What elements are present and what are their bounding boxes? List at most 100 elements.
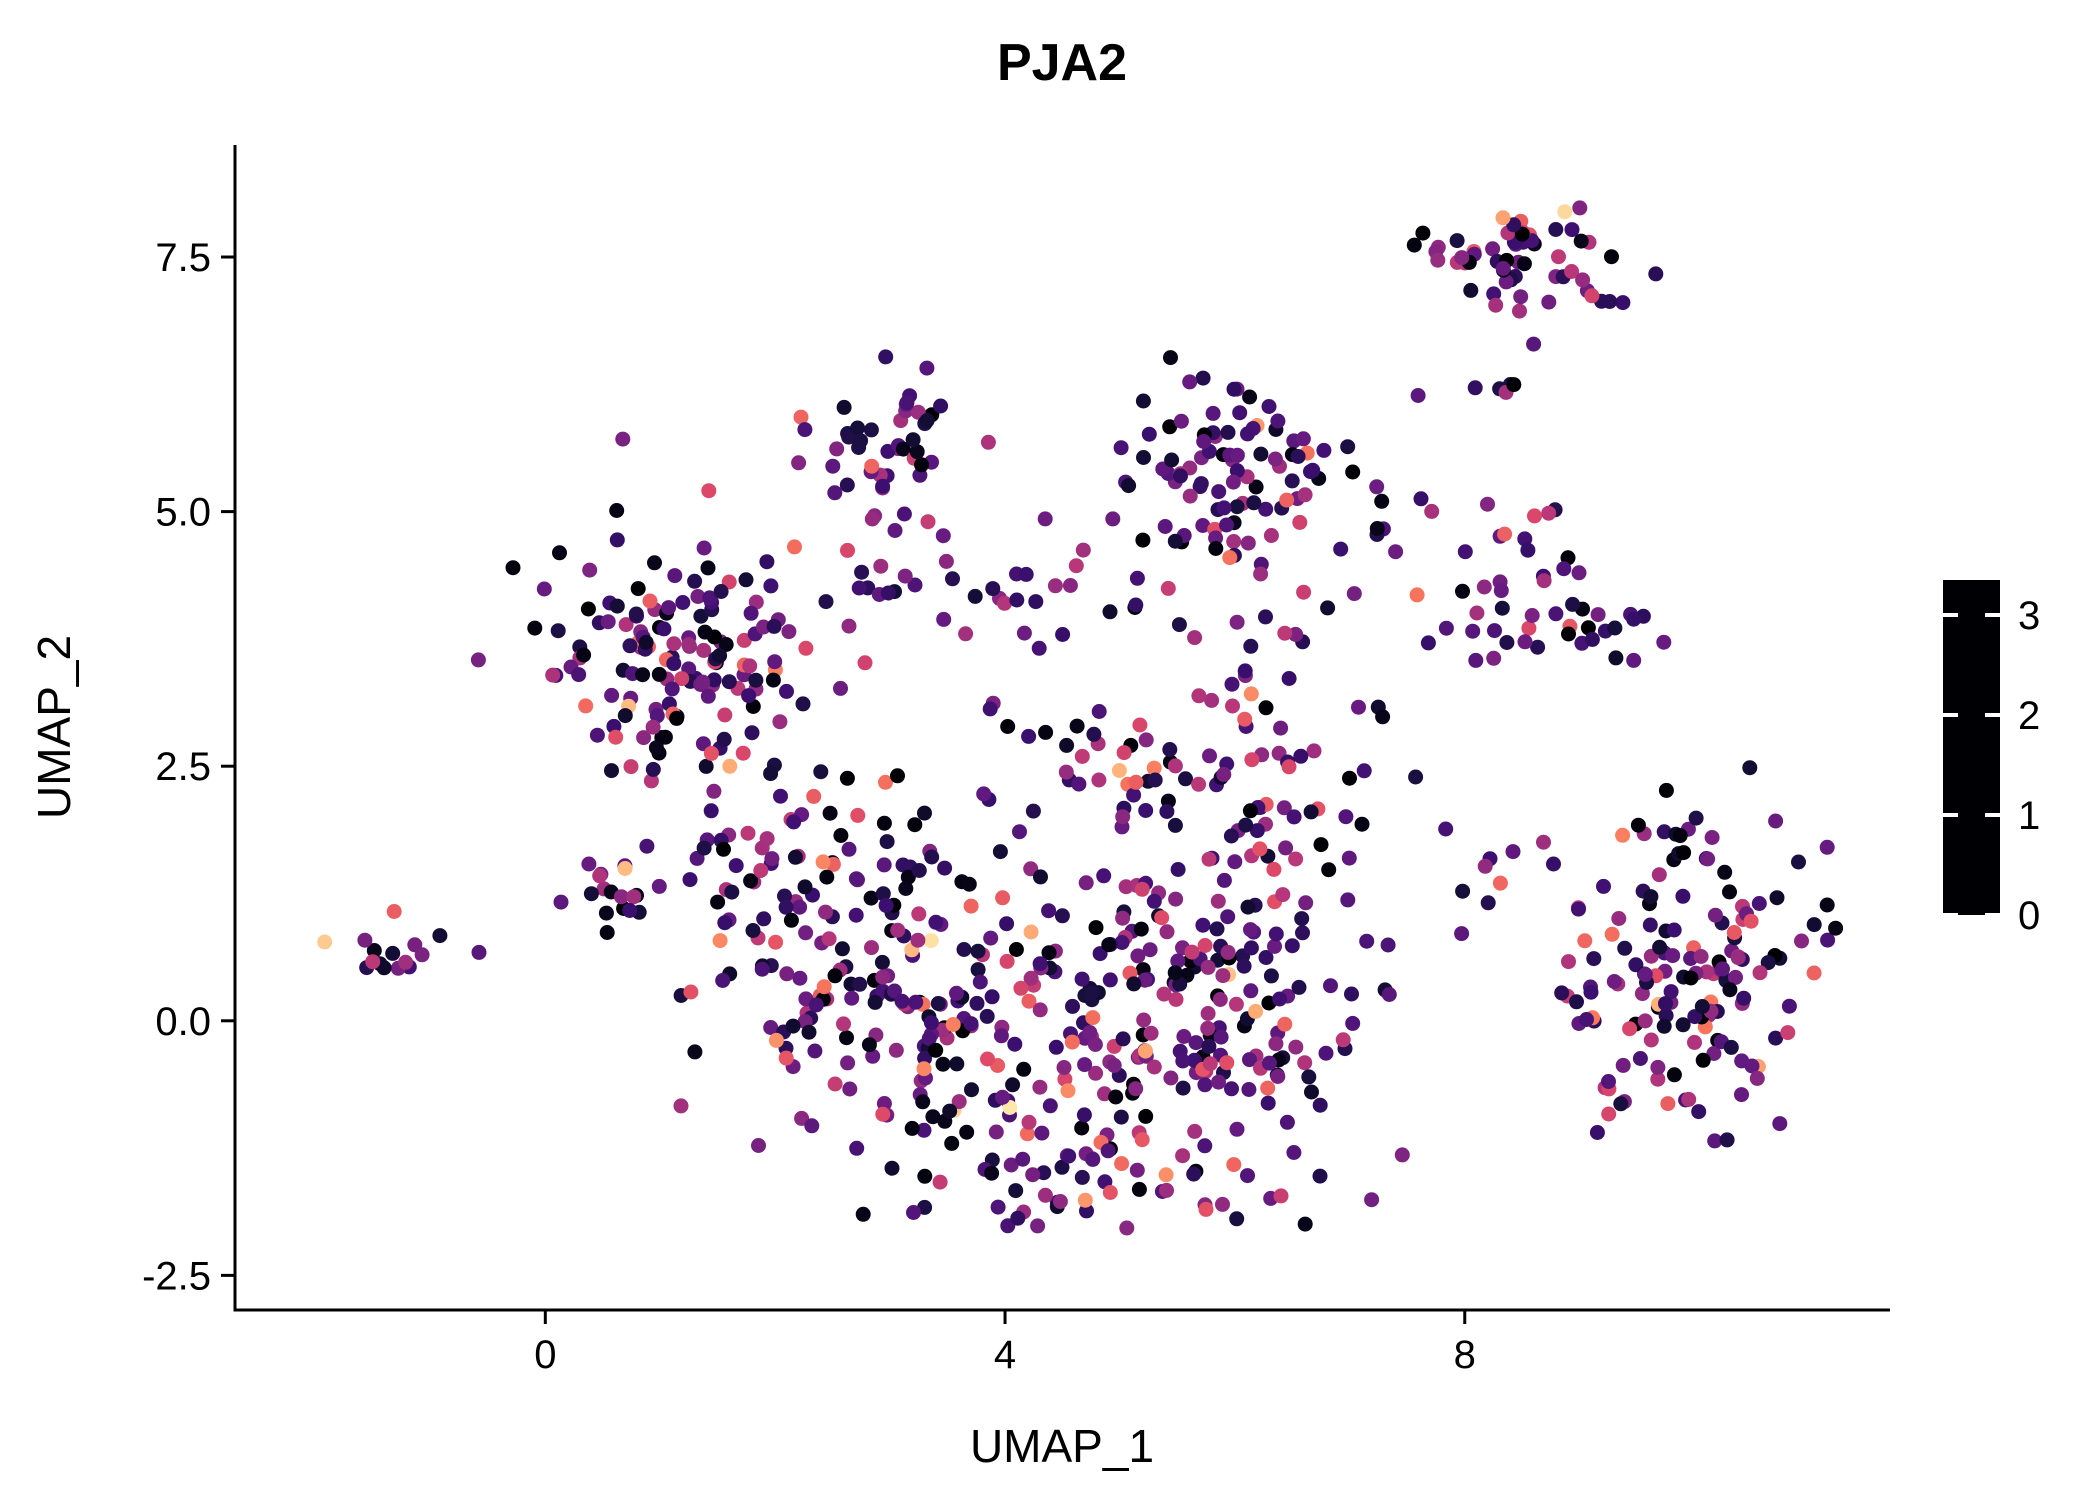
data-point <box>1228 996 1244 1012</box>
data-point <box>1030 1218 1046 1234</box>
data-point <box>1008 942 1024 957</box>
data-point <box>1658 782 1674 798</box>
data-point <box>1650 1059 1666 1075</box>
data-point <box>1513 289 1529 305</box>
data-point <box>1229 447 1245 463</box>
data-point <box>1463 282 1479 298</box>
data-point <box>797 422 813 438</box>
data-point <box>1244 752 1260 768</box>
data-point <box>1167 758 1183 774</box>
y-tick-label: 2.5 <box>155 745 211 789</box>
data-point <box>1316 442 1332 458</box>
data-point <box>890 768 905 784</box>
data-point <box>778 1050 794 1066</box>
data-point <box>1200 1020 1216 1036</box>
data-point <box>1351 699 1366 715</box>
data-point <box>1000 719 1016 734</box>
data-point <box>1706 1046 1722 1061</box>
data-point <box>1794 933 1809 949</box>
data-point <box>1273 720 1289 736</box>
data-point <box>880 585 896 601</box>
data-point <box>1128 597 1144 613</box>
data-point <box>1409 587 1425 603</box>
data-point <box>1480 895 1496 911</box>
data-point <box>963 1016 979 1032</box>
data-point <box>695 674 711 690</box>
data-point <box>1242 1052 1257 1068</box>
data-point <box>890 922 906 938</box>
data-point <box>536 581 552 597</box>
data-point <box>741 688 757 704</box>
data-point <box>956 942 972 957</box>
data-point <box>647 555 662 571</box>
data-point <box>1694 999 1710 1014</box>
data-point <box>1068 558 1084 574</box>
data-point <box>1752 965 1768 981</box>
data-point <box>1577 933 1593 949</box>
data-point <box>911 906 927 922</box>
data-point <box>1410 388 1426 403</box>
data-point <box>1195 370 1211 386</box>
data-point <box>1237 663 1253 679</box>
data-point <box>1346 586 1362 602</box>
data-point <box>925 1109 941 1125</box>
data-point <box>1617 940 1633 956</box>
data-point <box>756 911 772 927</box>
data-point <box>702 590 718 606</box>
data-point <box>571 667 587 683</box>
data-point <box>1650 1071 1666 1087</box>
data-point <box>1012 824 1027 840</box>
data-point <box>1715 961 1730 977</box>
data-point <box>836 1016 851 1032</box>
data-point <box>980 1051 995 1067</box>
data-point <box>626 889 642 905</box>
data-point <box>766 618 782 634</box>
data-point <box>874 954 890 970</box>
data-point <box>1048 1039 1064 1055</box>
data-point <box>592 868 608 884</box>
data-point <box>1306 743 1322 759</box>
data-point <box>1772 1116 1788 1132</box>
data-point <box>875 886 891 902</box>
data-point <box>949 985 964 1001</box>
data-point <box>1088 920 1104 936</box>
data-point <box>1202 748 1217 764</box>
data-point <box>1216 872 1232 888</box>
data-point <box>1021 1114 1037 1130</box>
data-point <box>985 581 1001 597</box>
data-point <box>618 617 634 633</box>
data-point <box>1492 875 1508 891</box>
data-point <box>815 854 831 870</box>
data-point <box>1536 573 1552 589</box>
data-point <box>1126 976 1142 992</box>
chart-title: PJA2 <box>997 34 1127 92</box>
data-point <box>1128 1081 1144 1097</box>
data-point <box>1260 1080 1276 1096</box>
data-point <box>1345 464 1361 480</box>
data-point <box>1643 889 1659 905</box>
data-point <box>635 667 651 683</box>
data-point <box>818 904 833 920</box>
data-point <box>1175 1148 1191 1164</box>
data-point <box>1768 1030 1784 1046</box>
data-point <box>1498 274 1514 290</box>
data-point <box>1009 592 1025 608</box>
data-point <box>645 761 661 777</box>
data-point <box>552 545 567 561</box>
data-point <box>767 654 783 670</box>
data-point <box>753 863 769 878</box>
data-point <box>897 568 913 584</box>
data-point <box>1589 1125 1605 1140</box>
data-point <box>829 441 845 457</box>
data-point <box>818 594 834 610</box>
data-point <box>1058 764 1074 780</box>
data-point <box>1086 726 1102 742</box>
data-point <box>386 904 402 919</box>
data-point <box>667 568 683 584</box>
data-point <box>1477 858 1493 874</box>
legend-tick-label: 2 <box>2018 694 2040 738</box>
data-point <box>1430 252 1446 268</box>
data-point <box>681 637 697 652</box>
data-point <box>1071 776 1087 792</box>
data-point <box>1469 605 1485 621</box>
